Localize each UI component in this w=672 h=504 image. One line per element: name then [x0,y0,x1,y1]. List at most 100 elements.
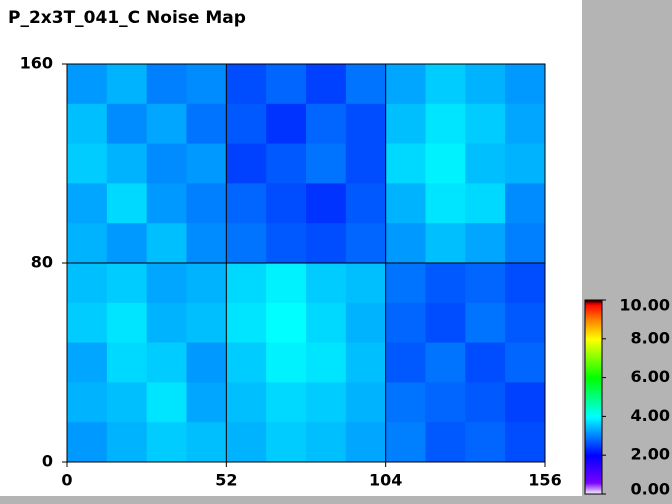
colorbar-segment [585,318,602,321]
heatmap-cell [226,143,267,184]
colorbar-segment [585,412,602,415]
heatmap-cell [146,183,187,224]
colorbar-segment [585,376,602,379]
colorbar-segment [585,416,602,419]
colorbar-segment [585,456,602,459]
heatmap-cell [186,183,227,224]
x-tick-label: 104 [369,471,402,490]
colorbar-segment [585,406,602,409]
y-tick-label: 160 [20,54,53,73]
heatmap-cell [186,223,227,264]
heatmap-cell [425,302,466,344]
heatmap-cell [146,263,187,304]
colorbar-segment [585,360,602,363]
heatmap-cell [345,382,387,423]
heatmap-cell [306,143,347,184]
colorbar-segment [585,350,602,353]
heatmap-cell [306,64,347,105]
colorbar-segment [585,332,602,335]
colorbar-segment [585,348,602,351]
heatmap-cell [306,223,347,264]
heatmap-cell [425,223,466,264]
colorbar-tick-label: 4.00 [631,406,670,425]
colorbar-segment [585,418,602,421]
colorbar-tick-label: 6.00 [631,367,670,386]
heatmap-cell [345,263,387,304]
y-tick-label: 0 [42,452,53,471]
heatmap-cell [306,263,347,304]
heatmap-cell [306,382,347,423]
heatmap-cell [385,342,426,383]
heatmap-cell [385,103,426,145]
colorbar-segment [585,462,602,465]
colorbar-segment [585,334,602,337]
colorbar-segment [585,482,602,485]
colorbar-segment [585,372,602,375]
colorbar-segment [585,478,602,481]
colorbar-segment [585,398,602,401]
heatmap [67,64,546,463]
colorbar-segment [585,454,602,457]
colorbar-segment [585,420,602,423]
heatmap-cell [465,382,506,423]
heatmap-cell [146,422,187,463]
colorbar-segment [585,308,602,311]
heatmap-cell [345,143,387,184]
heatmap-cell [146,64,187,105]
heatmap-cell [226,103,267,145]
heatmap-cell [226,382,267,423]
colorbar-segment [585,316,602,319]
colorbar-segment [585,400,602,403]
heatmap-cell [505,103,546,145]
heatmap-cell [385,64,426,105]
colorbar-segment [585,486,602,489]
heatmap-cell [186,382,227,423]
heatmap-cell [505,223,546,264]
heatmap-cell [345,103,387,145]
heatmap-cell [465,263,506,304]
heatmap-cell [106,342,148,383]
colorbar-segment [585,324,602,327]
heatmap-cell [425,422,466,463]
y-tick-label: 80 [31,253,53,272]
colorbar-segment [585,460,602,463]
heatmap-cell [67,342,108,383]
heatmap-cell [67,64,108,105]
heatmap-cell [266,382,307,423]
heatmap-cell [385,422,426,463]
heatmap-cell [266,183,307,224]
x-tick-label: 52 [215,471,237,490]
heatmap-cell [266,143,307,184]
colorbar-segment [585,380,602,383]
heatmap-cell [385,382,426,423]
heatmap-cell [67,302,108,344]
colorbar-segment [585,304,602,307]
colorbar-segment [585,356,602,359]
heatmap-cell [505,302,546,344]
colorbar-segment [585,374,602,377]
heatmap-cell [106,382,148,423]
colorbar-segment [585,448,602,451]
colorbar-segment [585,346,602,349]
colorbar-segment [585,476,602,479]
colorbar-tick-label: 0.00 [631,480,670,499]
heatmap-cell [465,223,506,264]
heatmap-cell [306,302,347,344]
colorbar-segment [585,320,602,323]
heatmap-cell [306,342,347,383]
colorbar-segment [585,330,602,333]
heatmap-cell [505,422,546,463]
colorbar-segment [585,484,602,487]
heatmap-cell [106,143,148,184]
bottom-panel [0,496,582,504]
colorbar-segment [585,452,602,455]
colorbar-segment [585,370,602,373]
heatmap-cell [505,263,546,304]
heatmap-cell [186,302,227,344]
heatmap-cell [186,422,227,463]
colorbar-segment [585,312,602,315]
heatmap-cell [226,64,267,105]
colorbar-segment [585,408,602,411]
colorbar-segment [585,302,602,305]
colorbar-segment [585,422,602,425]
